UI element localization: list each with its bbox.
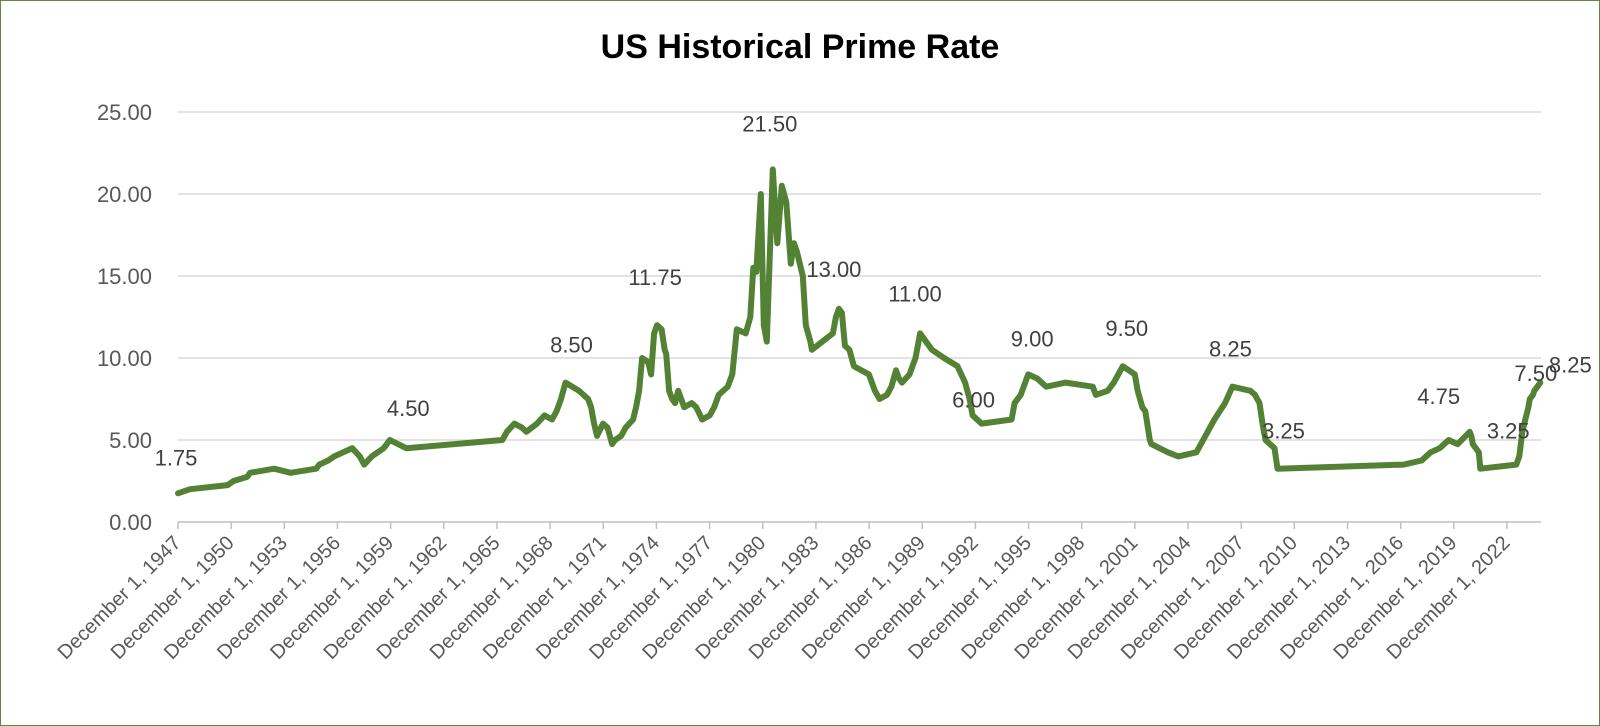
- data-label: 9.00: [1011, 326, 1054, 351]
- series-line: [175, 166, 1544, 497]
- data-label: 11.00: [888, 281, 941, 306]
- y-axis: 0.00 5.00 10.00 15.00 20.00 25.00: [97, 100, 152, 535]
- y-tick-label: 5.00: [109, 428, 152, 453]
- data-label: 21.50: [742, 111, 797, 136]
- y-tick-label: 20.00: [97, 182, 152, 207]
- series-layer: [175, 166, 1544, 497]
- y-tick-label: 25.00: [97, 100, 152, 125]
- data-labels: 1.75 4.50 8.50 11.75 21.50 13.00 11.00 6.00 9.00…: [155, 111, 1592, 470]
- y-tick-label: 15.00: [97, 264, 152, 289]
- gridlines: [178, 111, 1541, 523]
- data-label: 8.25: [1209, 337, 1252, 362]
- y-tick-label: 0.00: [109, 510, 152, 535]
- data-label: 6.00: [952, 388, 995, 413]
- data-label: 3.25: [1487, 419, 1530, 444]
- chart-title: US Historical Prime Rate: [600, 28, 1000, 66]
- data-label: 11.75: [628, 265, 681, 290]
- y-tick-label: 10.00: [97, 346, 152, 371]
- data-label: 4.75: [1417, 384, 1460, 409]
- data-label: 8.25: [1549, 353, 1592, 378]
- data-label: 3.25: [1262, 419, 1305, 444]
- data-label: 8.50: [550, 333, 593, 358]
- data-label: 9.50: [1105, 316, 1148, 341]
- data-label: 13.00: [806, 257, 861, 282]
- data-label: 1.75: [155, 445, 198, 470]
- data-label: 4.50: [387, 396, 430, 421]
- data-label: 7.50: [1514, 361, 1557, 386]
